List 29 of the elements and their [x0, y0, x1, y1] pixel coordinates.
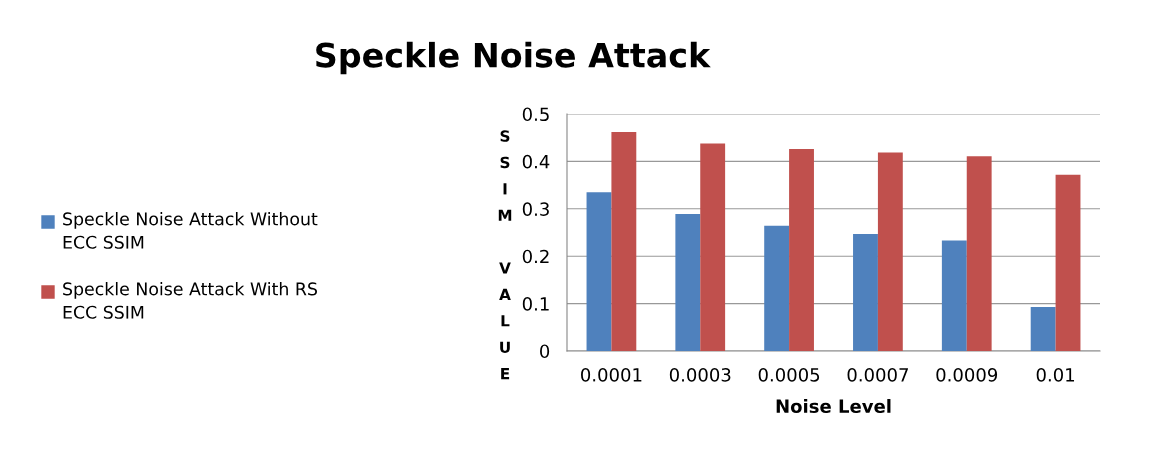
bar — [675, 214, 701, 351]
bar — [853, 233, 878, 351]
y-tick-label: 0.5 — [522, 107, 549, 122]
legend-label: Speckle Noise Attack Without ECC SSIM — [63, 212, 318, 249]
chart-title: Speckle Noise Attack — [316, 41, 711, 75]
y-tick-label: 0.3 — [522, 202, 549, 216]
bar — [700, 143, 726, 351]
bar — [764, 225, 790, 351]
x-tick-label: 0.0007 — [847, 367, 908, 382]
x-tick-label: 0.0009 — [936, 367, 998, 382]
bar — [877, 152, 903, 351]
y-tick-label: 0.2 — [522, 249, 549, 264]
y-tick-label: 0.1 — [522, 297, 549, 311]
bar — [789, 149, 814, 351]
bar — [966, 156, 992, 351]
x-tick-label: 0.0005 — [758, 367, 820, 382]
x-tick-label: 0.01 — [1036, 367, 1075, 382]
bar — [1055, 174, 1081, 351]
x-tick-label: 0.0001 — [581, 367, 642, 382]
bar — [586, 192, 612, 351]
x-axis-title: Noise Level — [776, 399, 891, 414]
bar — [1030, 306, 1056, 351]
x-tick-label: 0.0003 — [669, 367, 731, 382]
bar — [611, 132, 637, 351]
bar — [941, 240, 967, 351]
legend-label: Speckle Noise Attack With RS ECC SSIM — [63, 282, 318, 319]
y-tick-label: 0.4 — [522, 154, 550, 169]
text: SSIM VALUE — [498, 130, 512, 380]
y-tick-label: 0 — [540, 344, 550, 359]
